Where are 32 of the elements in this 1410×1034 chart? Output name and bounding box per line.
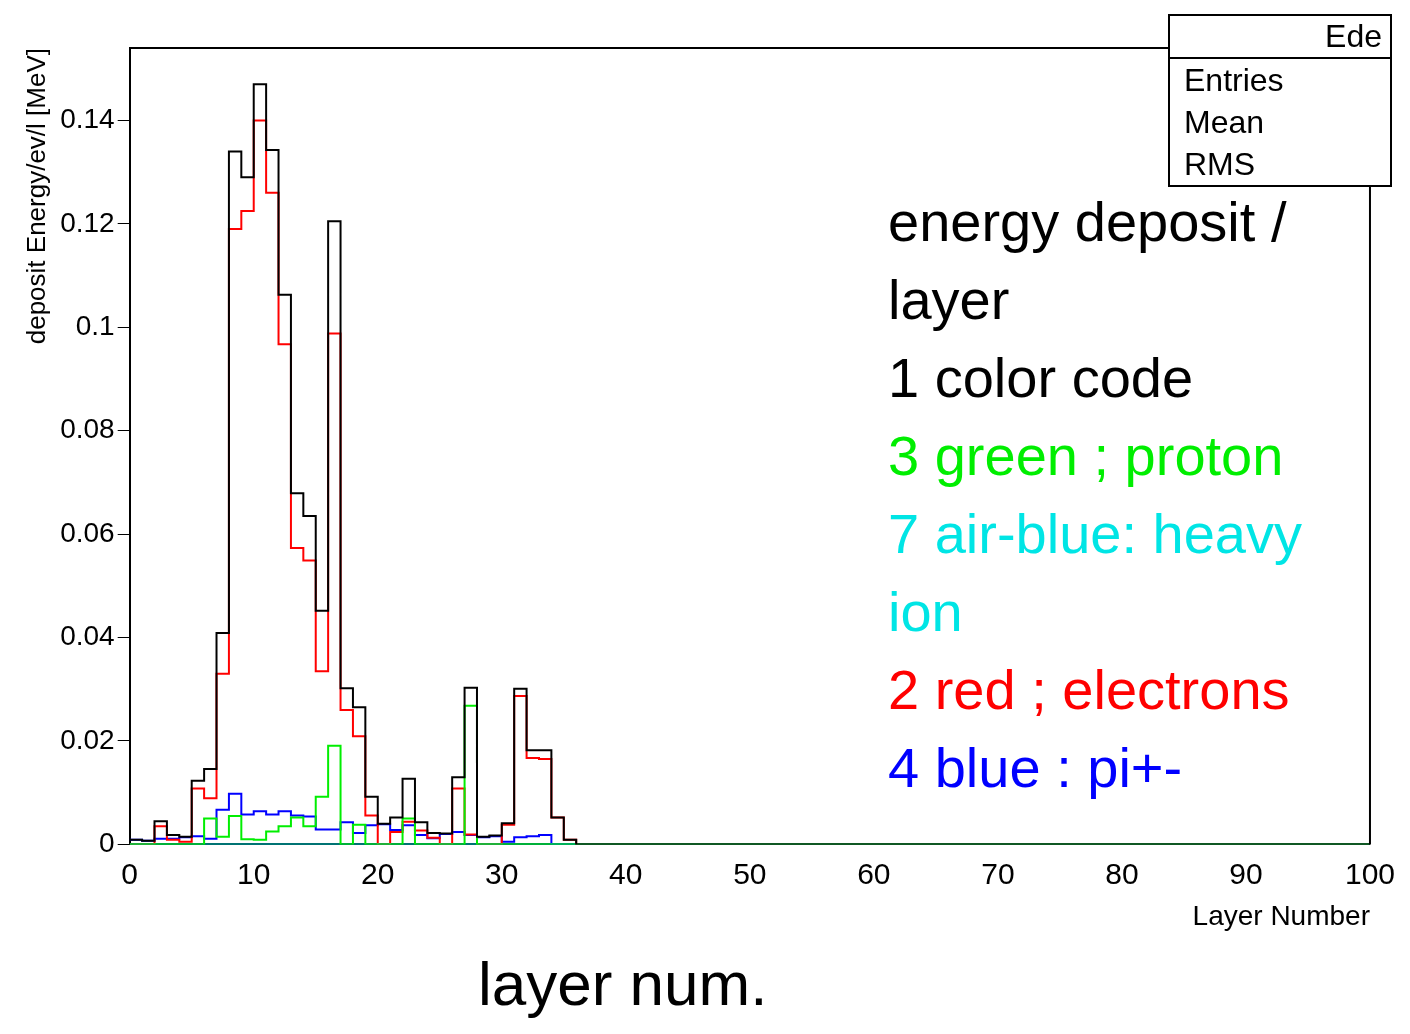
- annotation: Entries: [1183, 61, 1285, 100]
- y-tick-label: 0.08: [60, 413, 115, 445]
- y-tick-label: 0.12: [60, 206, 115, 238]
- x-tick-label: 100: [1344, 856, 1395, 890]
- text: 7 air-blue: heavy ion: [888, 501, 1303, 645]
- x-tick-label: 50: [733, 856, 767, 890]
- y-tick-label: 0: [99, 827, 115, 859]
- y-tick-label: 0.06: [60, 516, 115, 548]
- x-tick-label: 0: [121, 856, 139, 890]
- y-tick-label: 0.04: [60, 620, 115, 652]
- text: layer num.: [478, 948, 768, 1019]
- annotation: Ede: [1170, 16, 1390, 59]
- x-tick-label: 20: [361, 856, 395, 890]
- x-tick-label: 10: [237, 856, 271, 890]
- x-tick-label: 60: [857, 856, 891, 890]
- y-axis-title: deposit Energy/ev/l [MeV]: [20, 48, 51, 345]
- text: 3 green ; proton: [888, 423, 1285, 489]
- x-tick-label: 80: [1105, 856, 1139, 890]
- text: 2 red ; electrons: [888, 657, 1291, 723]
- legend-title: energy deposit / layer: [888, 189, 1288, 333]
- annotation: RMS: [1183, 145, 1257, 184]
- y-tick-label: 0.14: [60, 103, 115, 135]
- x-tick-label: 90: [1229, 856, 1263, 890]
- x-axis-title: Layer Number: [1192, 899, 1370, 931]
- x-tick-label: 40: [609, 856, 643, 890]
- series-label: 4 blue : pi+-: [888, 735, 1184, 801]
- x-tick-label: 30: [485, 856, 519, 890]
- text: 1 color code: [888, 345, 1195, 411]
- y-tick-label: 0.1: [75, 309, 115, 341]
- annotation: Mean: [1183, 103, 1266, 142]
- x-tick-label: 70: [981, 856, 1015, 890]
- y-tick-label: 0.02: [60, 723, 115, 755]
